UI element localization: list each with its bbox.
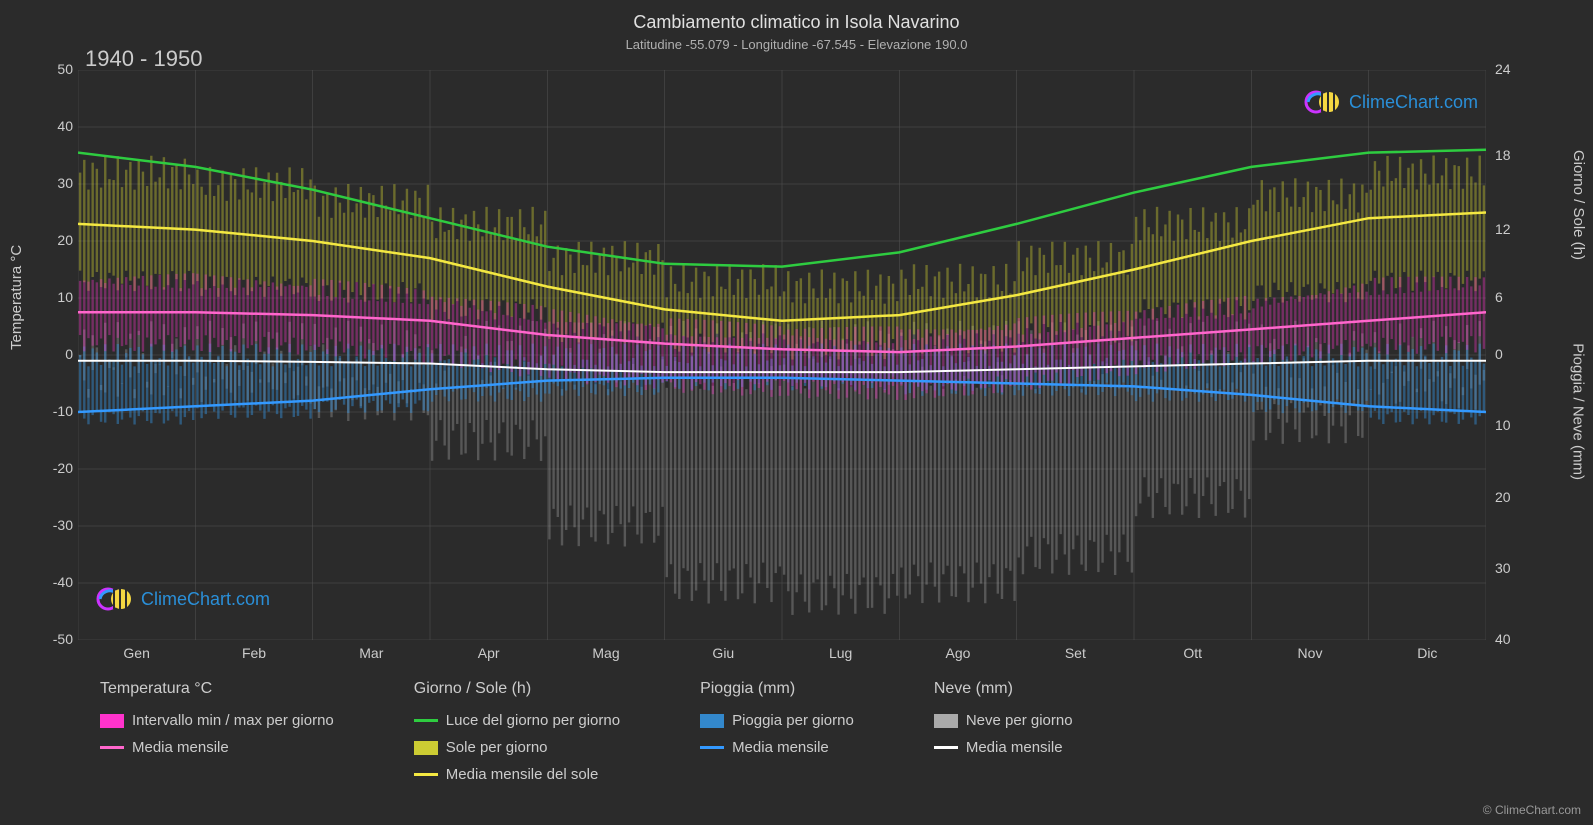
xtick-month: Apr bbox=[478, 645, 500, 661]
legend-item: Neve per giorno bbox=[934, 712, 1073, 729]
ytick-left: -10 bbox=[13, 403, 73, 419]
period-label: 1940 - 1950 bbox=[85, 46, 202, 72]
ytick-left: 40 bbox=[13, 118, 73, 134]
ytick-right: 18 bbox=[1495, 147, 1535, 163]
legend-heading: Giorno / Sole (h) bbox=[414, 680, 620, 698]
ytick-left: -40 bbox=[13, 574, 73, 590]
legend-item: Sole per giorno bbox=[414, 739, 620, 756]
logo-icon bbox=[95, 585, 135, 613]
ytick-right: 0 bbox=[1495, 346, 1535, 362]
legend-swatch bbox=[414, 741, 438, 755]
logo-top-right: ClimeChart.com bbox=[1303, 88, 1478, 116]
legend-swatch bbox=[414, 773, 438, 776]
legend-swatch bbox=[700, 746, 724, 749]
legend-label: Media mensile del sole bbox=[446, 766, 599, 783]
legend: Temperatura °C Intervallo min / max per g… bbox=[100, 680, 1073, 783]
copyright: © ClimeChart.com bbox=[1483, 803, 1581, 817]
legend-heading: Neve (mm) bbox=[934, 680, 1073, 698]
chart-subtitle: Latitudine -55.079 - Longitudine -67.545… bbox=[0, 33, 1593, 52]
logo-icon bbox=[1303, 88, 1343, 116]
ytick-right: 10 bbox=[1495, 417, 1535, 433]
ytick-left: 30 bbox=[13, 175, 73, 191]
ytick-left: -50 bbox=[13, 631, 73, 647]
legend-swatch bbox=[414, 719, 438, 722]
ytick-left: 20 bbox=[13, 232, 73, 248]
chart-title: Cambiamento climatico in Isola Navarino bbox=[0, 0, 1593, 33]
legend-heading: Pioggia (mm) bbox=[700, 680, 854, 698]
legend-item: Luce del giorno per giorno bbox=[414, 712, 620, 729]
legend-heading: Temperatura °C bbox=[100, 680, 334, 698]
legend-swatch bbox=[100, 746, 124, 749]
ytick-right: 24 bbox=[1495, 61, 1535, 77]
legend-item: Media mensile del sole bbox=[414, 766, 620, 783]
ytick-left: 10 bbox=[13, 289, 73, 305]
legend-item: Pioggia per giorno bbox=[700, 712, 854, 729]
ytick-right: 40 bbox=[1495, 631, 1535, 647]
xtick-month: Gen bbox=[123, 645, 149, 661]
legend-item: Media mensile bbox=[700, 739, 854, 756]
ytick-right: 20 bbox=[1495, 489, 1535, 505]
xtick-month: Dic bbox=[1417, 645, 1437, 661]
logo-bottom-left: ClimeChart.com bbox=[95, 585, 270, 613]
legend-swatch bbox=[934, 714, 958, 728]
ytick-left: -30 bbox=[13, 517, 73, 533]
xtick-month: Mar bbox=[359, 645, 383, 661]
ytick-right: 30 bbox=[1495, 560, 1535, 576]
ytick-left: 50 bbox=[13, 61, 73, 77]
legend-swatch bbox=[700, 714, 724, 728]
ytick-left: -20 bbox=[13, 460, 73, 476]
plot-svg bbox=[78, 70, 1486, 640]
legend-label: Media mensile bbox=[966, 739, 1063, 756]
ytick-right: 12 bbox=[1495, 221, 1535, 237]
legend-label: Media mensile bbox=[132, 739, 229, 756]
legend-group: Neve (mm) Neve per giorno Media mensile bbox=[934, 680, 1073, 783]
legend-label: Pioggia per giorno bbox=[732, 712, 854, 729]
ytick-left: 0 bbox=[13, 346, 73, 362]
legend-item: Media mensile bbox=[934, 739, 1073, 756]
xtick-month: Lug bbox=[829, 645, 852, 661]
xtick-month: Giu bbox=[712, 645, 734, 661]
ytick-right: 6 bbox=[1495, 289, 1535, 305]
legend-label: Luce del giorno per giorno bbox=[446, 712, 620, 729]
plot-area bbox=[78, 70, 1486, 640]
xtick-month: Ago bbox=[946, 645, 971, 661]
legend-item: Intervallo min / max per giorno bbox=[100, 712, 334, 729]
xtick-month: Ott bbox=[1183, 645, 1202, 661]
y-axis-right-bottom-label: Pioggia / Neve (mm) bbox=[1570, 343, 1587, 480]
climate-chart: Cambiamento climatico in Isola Navarino … bbox=[0, 0, 1593, 825]
logo-text: ClimeChart.com bbox=[1349, 92, 1478, 113]
legend-group: Temperatura °C Intervallo min / max per g… bbox=[100, 680, 334, 783]
xtick-month: Nov bbox=[1298, 645, 1323, 661]
legend-swatch bbox=[934, 746, 958, 749]
xtick-month: Set bbox=[1065, 645, 1086, 661]
logo-text: ClimeChart.com bbox=[141, 589, 270, 610]
legend-label: Neve per giorno bbox=[966, 712, 1073, 729]
legend-swatch bbox=[100, 714, 124, 728]
xtick-month: Mag bbox=[592, 645, 619, 661]
legend-group: Pioggia (mm) Pioggia per giorno Media mens… bbox=[700, 680, 854, 783]
y-axis-right-top-label: Giorno / Sole (h) bbox=[1570, 150, 1587, 260]
legend-label: Media mensile bbox=[732, 739, 829, 756]
legend-group: Giorno / Sole (h) Luce del giorno per gio… bbox=[414, 680, 620, 783]
legend-label: Sole per giorno bbox=[446, 739, 548, 756]
xtick-month: Feb bbox=[242, 645, 266, 661]
legend-item: Media mensile bbox=[100, 739, 334, 756]
legend-label: Intervallo min / max per giorno bbox=[132, 712, 334, 729]
